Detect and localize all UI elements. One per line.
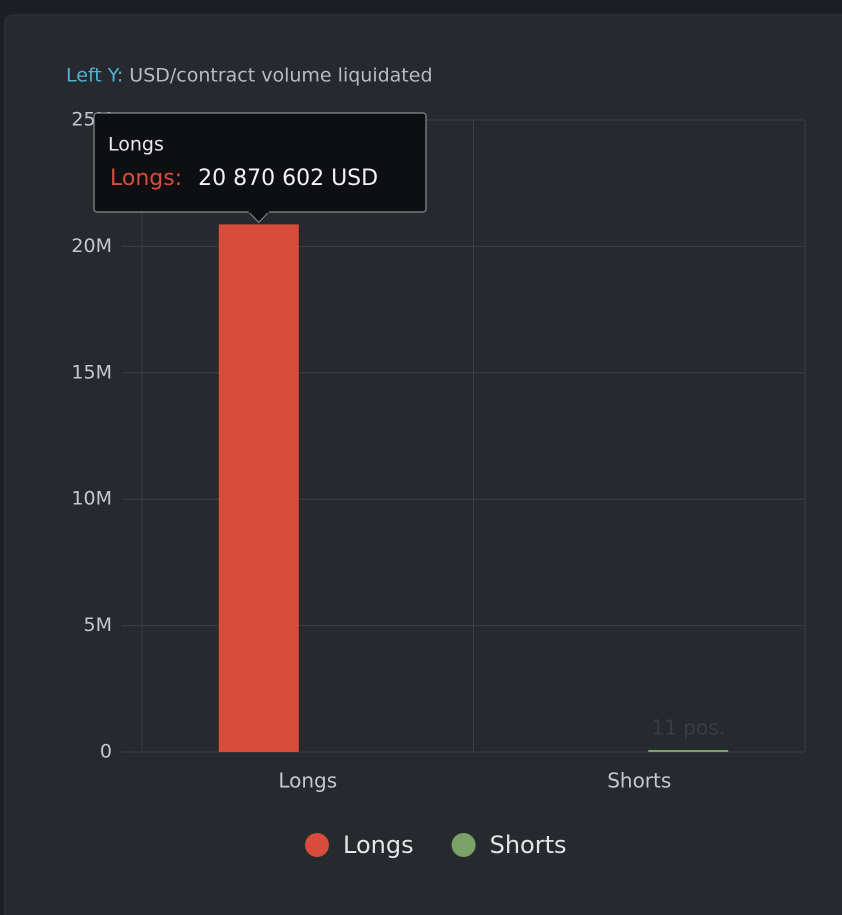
legend-marker [451,833,476,857]
point-label: 11 pos. [651,715,725,739]
tooltip: Longs Longs: 20 870 602 USD [93,112,427,224]
y-tick-label: 5M [84,614,112,636]
tooltip-pointer-cover [248,210,269,213]
bar [218,224,299,752]
tooltip-label: Longs: [110,166,182,191]
legend-label: Longs [343,831,414,859]
legend-marker [305,833,329,857]
y-tick-label: 20M [71,235,112,257]
x-tick-label: Longs [278,769,337,793]
y-tick-label: 15M [71,361,112,383]
legend-label: Shorts [490,831,567,859]
tooltip-box [93,112,427,213]
y-axis-label-prefix: Left Y: [66,65,123,87]
bar [648,749,729,752]
tooltip-value: 20 870 602 USD [198,166,378,191]
tooltip-title: Longs [108,134,164,156]
y-tick-label: 10M [71,488,112,510]
x-tick-label: Shorts [607,769,671,793]
y-axis-label: USD/contract volume liquidated [129,65,432,87]
y-tick-label: 0 [100,741,112,763]
panel [4,14,842,915]
